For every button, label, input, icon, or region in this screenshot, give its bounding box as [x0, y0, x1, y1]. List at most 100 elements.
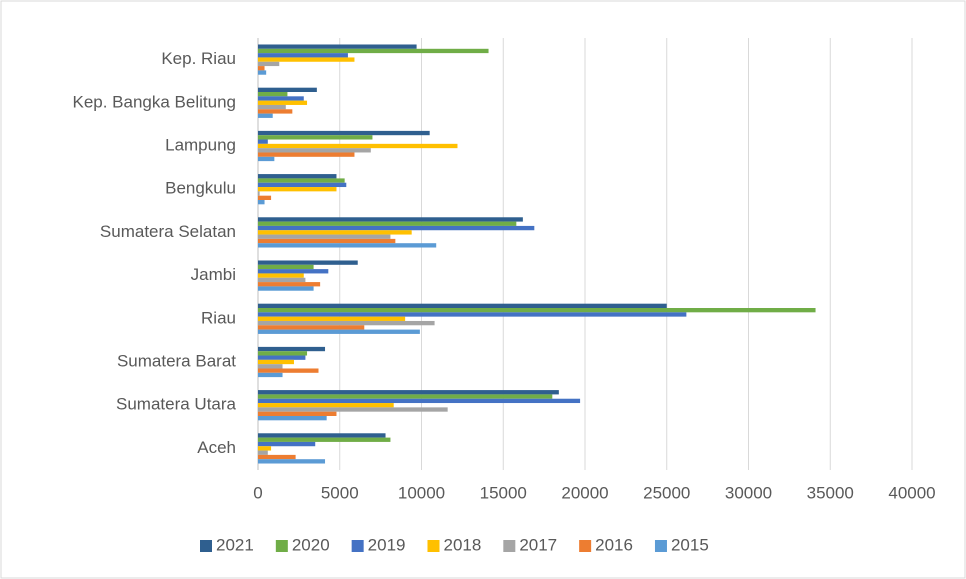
- bar: [258, 152, 355, 157]
- bar: [258, 411, 337, 416]
- y-tick-label: Bengkulu: [165, 179, 236, 198]
- bar: [258, 282, 321, 287]
- bar: [258, 346, 326, 352]
- bar: [258, 450, 268, 455]
- bar: [258, 394, 553, 399]
- bar: [258, 303, 667, 308]
- bar: [258, 139, 268, 144]
- bar: [258, 130, 430, 136]
- x-tick-label: 25000: [643, 483, 690, 502]
- bar: [258, 437, 391, 442]
- bar: [258, 225, 535, 231]
- y-tick-label: Sumatera Barat: [117, 351, 236, 370]
- legend-swatch: [351, 540, 364, 552]
- bar: [258, 359, 294, 365]
- bar: [258, 143, 458, 149]
- bar: [258, 96, 304, 101]
- y-tick-label: Lampung: [165, 135, 236, 154]
- bar: [258, 433, 386, 438]
- legend-swatch: [427, 540, 440, 552]
- bar: [258, 148, 371, 153]
- y-tick-label: Kep. Bangka Belitung: [72, 92, 236, 111]
- bar: [258, 355, 306, 360]
- bar: [258, 368, 319, 373]
- bar: [258, 260, 358, 265]
- y-tick-label: Aceh: [197, 438, 236, 457]
- bar: [258, 182, 347, 188]
- bar: [258, 286, 314, 291]
- bar: [258, 70, 267, 75]
- bar: [258, 459, 326, 464]
- x-tick-label: 30000: [725, 483, 772, 502]
- bar: [258, 195, 272, 200]
- bar: [258, 416, 327, 421]
- bar: [258, 269, 329, 274]
- bar: [258, 104, 286, 110]
- y-tick-label: Jambi: [191, 265, 236, 284]
- bar: [258, 178, 345, 183]
- legend-label: 2016: [595, 535, 633, 554]
- bar: [258, 320, 435, 326]
- y-tick-label: Kep. Riau: [161, 49, 236, 68]
- bar: [258, 441, 316, 447]
- bar: [258, 264, 314, 270]
- bar: [258, 312, 687, 317]
- x-tick-label: 10000: [398, 483, 445, 502]
- bar: [258, 109, 293, 114]
- bar: [258, 135, 373, 140]
- legend-label: 2017: [519, 535, 557, 554]
- bar: [258, 454, 296, 460]
- x-tick-label: 5000: [321, 483, 359, 502]
- legend-swatch: [654, 540, 667, 552]
- x-tick-label: 0: [253, 483, 262, 502]
- bar: [258, 446, 272, 451]
- legend-swatch: [579, 540, 592, 552]
- bar: [258, 277, 306, 283]
- bar: [258, 174, 337, 179]
- legend-swatch: [200, 540, 212, 552]
- y-tick-label: Riau: [201, 308, 236, 327]
- bar: [258, 100, 308, 105]
- bar: [258, 57, 355, 62]
- bar: [258, 316, 406, 321]
- bar: [258, 87, 317, 92]
- y-tick-label: Sumatera Selatan: [100, 222, 236, 241]
- legend-swatch: [275, 540, 288, 552]
- legend-label: 2019: [368, 535, 406, 554]
- bar: [258, 48, 489, 54]
- bar: [258, 221, 517, 226]
- bar: [258, 217, 523, 222]
- bar: [258, 273, 304, 278]
- bar: [258, 238, 396, 244]
- legend-label: 2020: [292, 535, 330, 554]
- bar: [258, 156, 275, 162]
- bar: [258, 230, 412, 235]
- bar: [258, 398, 581, 404]
- bar: [258, 187, 337, 192]
- bar: [258, 243, 437, 248]
- legend-swatch: [503, 540, 516, 552]
- bar: [258, 372, 283, 378]
- bar: [258, 200, 265, 205]
- bar: [258, 53, 348, 58]
- bar: [258, 329, 420, 334]
- bar: [258, 191, 260, 196]
- bar: [258, 66, 265, 71]
- bar: [258, 403, 394, 408]
- bar: [258, 308, 816, 313]
- legend-label: 2018: [443, 535, 481, 554]
- bar: [258, 351, 308, 356]
- bar: [258, 364, 283, 369]
- x-tick-label: 40000: [888, 483, 935, 502]
- x-tick-label: 35000: [807, 483, 854, 502]
- bar: [258, 44, 417, 49]
- x-tick-label: 15000: [480, 483, 527, 502]
- bar: [258, 390, 559, 395]
- bar: [258, 325, 365, 330]
- legend-label: 2021: [216, 535, 254, 554]
- x-tick-label: 20000: [561, 483, 608, 502]
- legend-label: 2015: [671, 535, 709, 554]
- bar: [258, 61, 280, 67]
